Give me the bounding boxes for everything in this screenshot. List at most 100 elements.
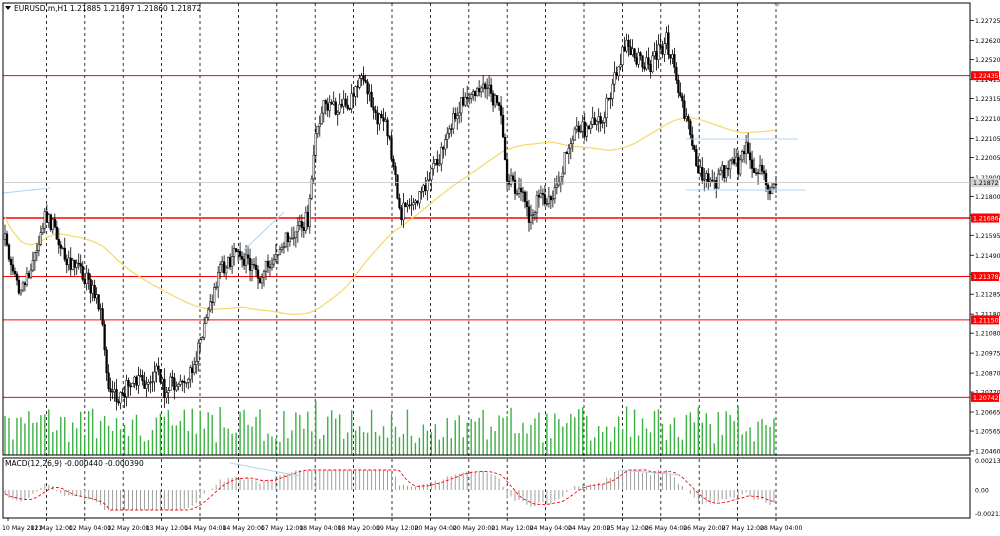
candle-body	[537, 195, 541, 198]
candle-body	[601, 122, 604, 124]
price-candles[interactable]	[3, 24, 778, 411]
volume-bar	[279, 441, 281, 455]
candle-body	[398, 198, 401, 209]
candle-body	[59, 244, 62, 249]
candle-body	[378, 113, 381, 125]
chart-menu-icon[interactable]	[5, 6, 11, 10]
moving-average	[4, 117, 777, 315]
volume-bar	[641, 418, 644, 455]
volume-bar	[231, 433, 233, 455]
candle-body	[177, 384, 180, 387]
trendline[interactable]	[243, 211, 285, 251]
volume-bar	[20, 417, 22, 455]
candle-body	[635, 57, 638, 65]
candle-body	[442, 147, 445, 150]
level-price-label: 1.20742	[973, 395, 999, 402]
volume-bar	[111, 430, 114, 455]
candle-body	[203, 323, 206, 338]
macd-panel	[4, 462, 777, 511]
volume-bar	[48, 409, 50, 455]
candle-body	[452, 113, 455, 130]
candle-body	[127, 380, 130, 387]
volume-bar	[554, 413, 556, 455]
price-tick-label: 1.22520	[975, 57, 1000, 64]
candle-body	[529, 214, 533, 223]
candle-body	[489, 84, 493, 94]
volume-bar	[271, 436, 273, 455]
candle-body	[547, 196, 551, 204]
level-price-label-bg[interactable]	[971, 213, 999, 223]
candle-body	[390, 137, 393, 160]
candle-body	[701, 167, 704, 181]
candle-body	[238, 250, 242, 257]
candle-body	[595, 121, 598, 125]
candle-body	[707, 173, 710, 182]
candle-body	[758, 165, 762, 174]
volume-bar	[701, 422, 703, 455]
trendline[interactable]	[2, 187, 51, 194]
volume-bar	[717, 412, 719, 455]
candle-body	[456, 115, 459, 120]
volume-bar	[135, 414, 138, 455]
candle-body	[27, 273, 31, 278]
volume-bar	[335, 418, 337, 455]
candle-body	[693, 145, 696, 150]
candle-body	[246, 254, 250, 259]
volume-bar	[36, 422, 38, 455]
candle-body	[380, 113, 383, 118]
candle-body	[752, 168, 756, 173]
candle-body	[521, 191, 525, 193]
volume-bar	[370, 409, 373, 455]
candle-body	[687, 116, 690, 122]
candle-body	[695, 149, 698, 167]
candle-body	[348, 108, 351, 110]
volume-bar	[502, 417, 504, 455]
current-price-label: 1.21872	[973, 180, 999, 187]
price-axis[interactable]: 1.22725 1.22620 1.22520 1.22415 1.22315 1.222…	[3, 18, 1000, 518]
candle-body	[35, 250, 39, 253]
candle-body	[639, 52, 642, 56]
candle-body	[226, 257, 230, 269]
current-price-label-bg[interactable]	[971, 178, 999, 188]
candle-body	[368, 91, 371, 95]
time-tick-label: 24 May 20:00	[568, 525, 610, 532]
volume-bar	[319, 439, 321, 455]
volume-bar	[223, 427, 225, 455]
time-tick-label: 12 May 20:00	[107, 525, 149, 532]
candle-body	[121, 392, 124, 394]
volume-bar	[470, 418, 472, 455]
candle-body	[705, 173, 708, 180]
volume-bar	[749, 427, 751, 455]
scroll-shift-icon[interactable]	[774, 4, 780, 7]
candle-body	[438, 163, 441, 166]
candle-body	[73, 259, 76, 268]
trendlines[interactable]	[2, 138, 806, 251]
volume-bar	[753, 441, 755, 455]
candle-body	[392, 158, 395, 167]
candle-body	[575, 125, 578, 130]
candle-body	[581, 121, 584, 132]
volume-bar	[633, 409, 636, 455]
time-tick-label: 10 May 2021	[2, 525, 42, 532]
candle-body	[284, 232, 288, 248]
volume-bar	[346, 432, 349, 455]
volume-bar	[713, 443, 715, 455]
level-price-label-bg[interactable]	[971, 392, 999, 402]
candle-body	[15, 273, 19, 281]
level-price-label-bg[interactable]	[971, 315, 999, 325]
candle-body	[527, 206, 531, 223]
level-price-label-bg[interactable]	[971, 272, 999, 282]
candle-body	[738, 159, 742, 175]
candle-body	[280, 247, 284, 250]
candle-body	[460, 97, 463, 114]
volume-bar	[283, 410, 285, 455]
candle-body	[270, 263, 274, 269]
candle-body	[41, 227, 45, 233]
level-price-label-bg[interactable]	[971, 71, 999, 81]
candle-body	[717, 173, 720, 189]
candle-body	[651, 55, 654, 72]
candle-body	[613, 72, 616, 85]
candle-body	[603, 117, 606, 123]
